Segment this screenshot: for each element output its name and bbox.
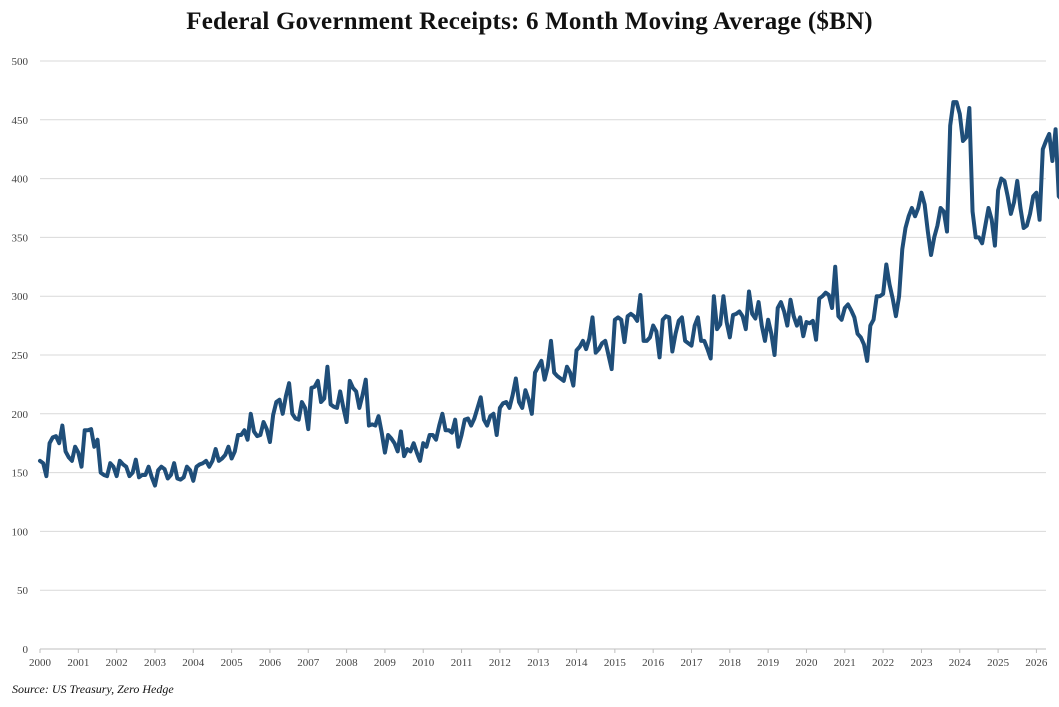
x-tick-label: 2003 [144, 657, 167, 669]
y-tick-label: 500 [12, 56, 29, 68]
x-tick-label: 2016 [642, 657, 665, 669]
x-tick-label: 2026 [1025, 657, 1048, 669]
x-tick-label: 2005 [221, 657, 244, 669]
x-tick-label: 2021 [834, 657, 856, 669]
x-tick-label: 2002 [106, 657, 128, 669]
x-tick-label: 2025 [987, 657, 1010, 669]
x-tick-label: 2001 [67, 657, 89, 669]
x-tick-label: 2017 [681, 657, 704, 669]
x-tick-label: 2023 [910, 657, 933, 669]
x-tick-label: 2015 [604, 657, 627, 669]
x-tick-label: 2013 [527, 657, 550, 669]
x-tick-label: 2007 [297, 657, 320, 669]
y-tick-label: 350 [12, 232, 29, 244]
y-axis-tick-labels: 0 50 100 150 200 250 300 350 400 450 500 [12, 56, 29, 656]
chart-title: Federal Government Receipts: 6 Month Mov… [186, 8, 873, 35]
x-tick-label: 2024 [949, 657, 972, 669]
y-tick-label: 250 [12, 350, 29, 362]
y-tick-label: 0 [23, 644, 29, 656]
series-line [38, 100, 1059, 488]
x-tick-label: 2006 [259, 657, 282, 669]
y-tick-label: 400 [12, 174, 29, 186]
x-tick-label: 2012 [489, 657, 511, 669]
y-tick-label: 50 [17, 585, 29, 597]
x-tick-label: 2011 [451, 657, 473, 669]
source-note: Source: US Treasury, Zero Hedge [12, 682, 174, 696]
y-tick-label: 450 [12, 115, 29, 127]
x-tick-label: 2008 [336, 657, 359, 669]
axes [39, 648, 1046, 653]
x-tick-label: 2022 [872, 657, 894, 669]
x-tick-label: 2018 [719, 657, 742, 669]
x-tick-label: 2014 [566, 657, 589, 669]
gridlines [40, 60, 1046, 591]
series-layer [38, 100, 1059, 488]
y-tick-label: 100 [12, 526, 29, 538]
x-axis-tick-labels: 2000 2001 2002 2003 2004 2005 2006 2007 2008 2009… [29, 657, 1048, 669]
y-tick-label: 150 [12, 468, 29, 480]
x-tick-label: 2010 [412, 657, 435, 669]
y-tick-label: 300 [12, 291, 29, 303]
x-tick-label: 2019 [757, 657, 780, 669]
x-tick-label: 2004 [182, 657, 205, 669]
y-tick-label: 200 [12, 409, 29, 421]
x-tick-label: 2000 [29, 657, 52, 669]
x-tick-label: 2009 [374, 657, 397, 669]
x-tick-label: 2020 [795, 657, 818, 669]
